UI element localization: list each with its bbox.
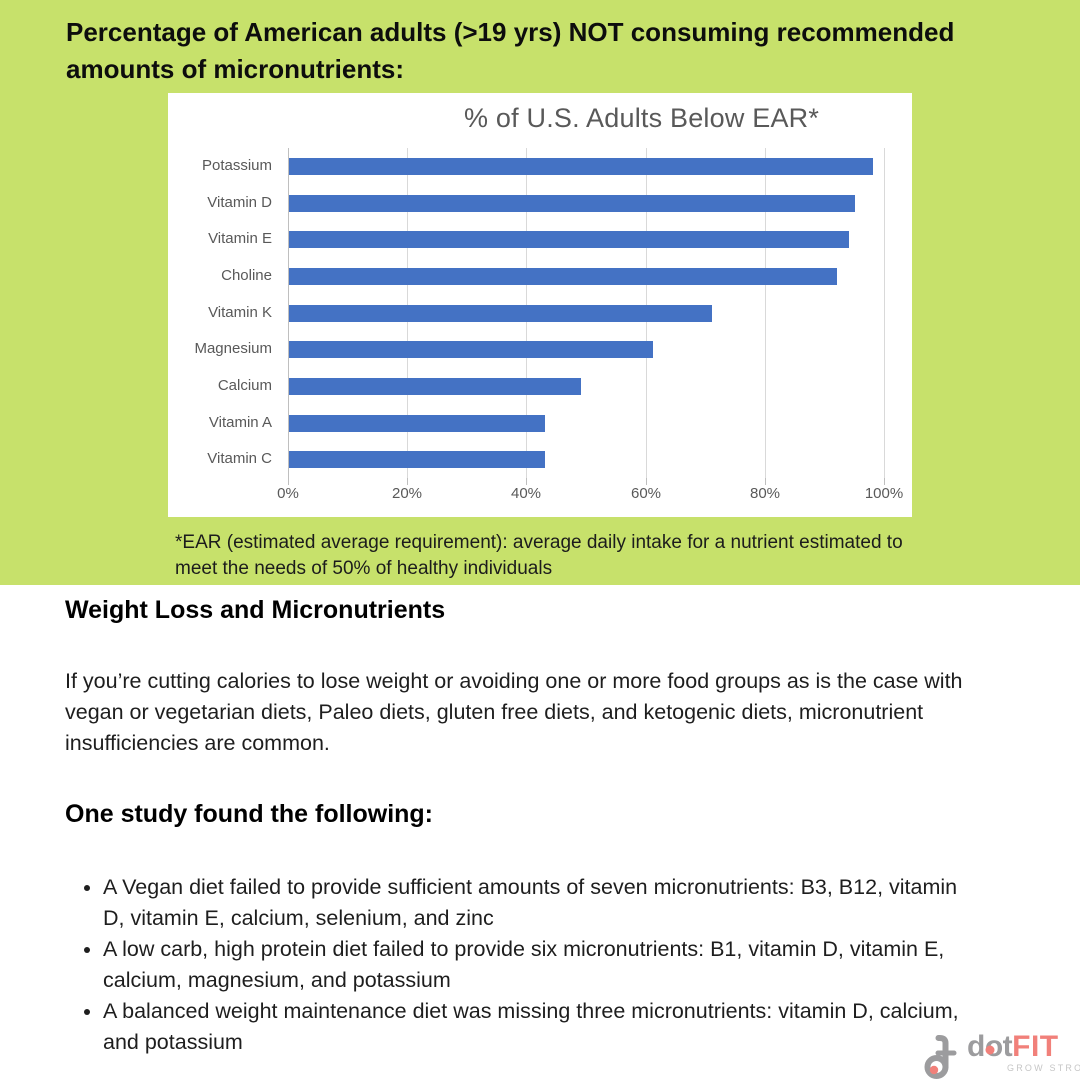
x-axis-tick-label: 80% [749, 485, 781, 502]
bar-vitamin-e [289, 231, 849, 249]
x-axis-tick-label: 0% [277, 485, 299, 502]
category-axis-labels: Potassium Vitamin D Vitamin E Choline Vitami… [168, 148, 272, 478]
axis-tick [407, 478, 408, 485]
study-findings-list: A Vegan diet failed to provide sufficien… [65, 872, 965, 1058]
bar-magnesium [289, 341, 653, 359]
category-label: Potassium [201, 157, 272, 174]
category-label: Vitamin E [208, 230, 272, 248]
chart-footnote: *EAR (estimated average requirement): av… [175, 532, 903, 579]
x-axis-tick-label: 40% [510, 485, 542, 502]
category-label: Vitamin A [208, 413, 272, 431]
bar-calcium [289, 377, 581, 395]
x-axis-tick-label: 100% [864, 485, 904, 502]
category-label: Vitamin K [208, 303, 272, 321]
dotfit-wordmark: dotFIT GROW STRONG.™ [967, 1030, 1080, 1074]
bar-vitamin-a [289, 414, 545, 432]
logo-tagline: GROW STRONG.™ [1007, 1063, 1080, 1073]
category-label: Vitamin D [207, 193, 272, 211]
bar-vitamin-c [289, 451, 545, 469]
list-item: A Vegan diet failed to provide sufficien… [103, 872, 965, 934]
green-header-section: Percentage of American adults (>19 yrs) … [0, 0, 1080, 585]
axis-tick [526, 478, 527, 485]
list-item: A balanced weight maintenance diet was m… [103, 996, 965, 1058]
logo-word-dot: dot [967, 1030, 1013, 1063]
gridline [765, 148, 766, 478]
y-axis-line [288, 148, 289, 478]
intro-paragraph: If you’re cutting calories to lose weigh… [65, 669, 963, 755]
heading-weight-loss: Weight Loss and Micronutrients [65, 596, 446, 624]
category-label: Vitamin C [207, 450, 272, 468]
x-axis-tick-label: 60% [630, 485, 662, 502]
bar-potassium [289, 157, 873, 175]
page-title: Percentage of American adults (>19 yrs) … [66, 17, 955, 84]
x-axis-labels: 0% 20% 40% 60% 80% 100% [277, 485, 903, 507]
x-axis-tick-label: 20% [391, 485, 423, 502]
bar-choline [289, 267, 837, 285]
axis-tick [646, 478, 647, 485]
dotfit-logo: dotFIT GROW STRONG.™ [924, 1032, 1080, 1079]
list-item: A low carb, high protein diet failed to … [103, 934, 965, 996]
logo-word-fit: FIT [1012, 1030, 1059, 1063]
category-label: Choline [221, 266, 272, 284]
axis-tick [884, 478, 885, 485]
chart-plot [288, 148, 885, 485]
category-label: Magnesium [194, 340, 272, 358]
axis-tick [288, 478, 289, 485]
axis-tick [765, 478, 766, 485]
bar-vitamin-k [289, 304, 712, 322]
gridline [884, 148, 885, 478]
bar-chart: % of U.S. Adults Below EAR* Potassium Vit… [168, 93, 912, 517]
dotfit-monogram-icon [924, 1034, 962, 1085]
bar-vitamin-d [289, 194, 855, 212]
chart-title: % of U.S. Adults Below EAR* [464, 103, 820, 133]
heading-one-study: One study found the following: [65, 800, 434, 828]
category-label: Calcium [217, 376, 272, 394]
